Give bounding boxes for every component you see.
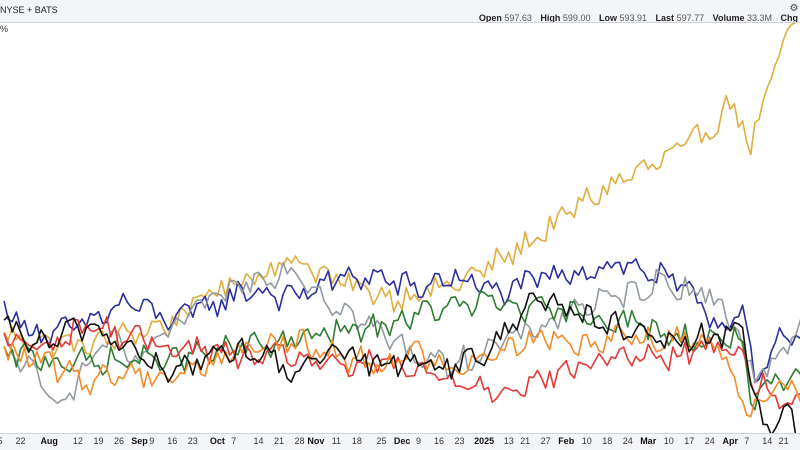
x-tick-label: Oct bbox=[210, 436, 225, 446]
x-tick-label: 13 bbox=[504, 436, 514, 446]
x-tick-label: 10 bbox=[582, 436, 592, 446]
x-tick-label: 14 bbox=[253, 436, 263, 446]
x-tick-label: 17 bbox=[684, 436, 694, 446]
high-value: 599.00 bbox=[562, 13, 591, 23]
x-tick-label: 10 bbox=[664, 436, 674, 446]
x-tick-label: 7 bbox=[744, 436, 749, 446]
series-line-1 bbox=[3, 23, 797, 358]
x-tick-label: 21 bbox=[520, 436, 530, 446]
high-label: High bbox=[540, 13, 561, 23]
x-tick-label: 2025 bbox=[474, 436, 494, 446]
x-tick-label: 12 bbox=[73, 436, 83, 446]
x-tick-label: 26 bbox=[114, 436, 124, 446]
open-label: Open bbox=[478, 13, 502, 23]
x-tick-label: 16 bbox=[167, 436, 177, 446]
x-tick-label: 23 bbox=[454, 436, 464, 446]
x-tick-label: Mar bbox=[640, 436, 657, 446]
series-line-5 bbox=[3, 316, 800, 410]
x-tick-label: 7 bbox=[231, 436, 236, 446]
exchange-label: NYSE + BATS bbox=[0, 5, 58, 15]
x-tick-label: 25 bbox=[376, 436, 386, 446]
x-tick-label: 5 bbox=[0, 436, 3, 446]
chg-label: Chg bbox=[780, 13, 799, 23]
x-tick-label: Nov bbox=[307, 436, 324, 446]
low-label: Low bbox=[598, 13, 617, 23]
gear-icon[interactable]: ⚙ bbox=[789, 3, 799, 14]
x-tick-label: 24 bbox=[623, 436, 633, 446]
x-tick-label: Dec bbox=[394, 436, 411, 446]
x-tick-label: 24 bbox=[705, 436, 715, 446]
x-tick-label: 18 bbox=[352, 436, 362, 446]
x-tick-label: 27 bbox=[541, 436, 551, 446]
series-line-4 bbox=[3, 290, 800, 411]
x-axis: 522Aug121926Sep91623Oct7142128Nov111825D… bbox=[0, 436, 789, 446]
chart-header: NYSE + BATS ⚙ Open 597.63 High 599.00 Lo… bbox=[0, 0, 800, 23]
y-unit-label: % bbox=[0, 24, 9, 34]
x-tick-label: 18 bbox=[602, 436, 612, 446]
x-tick-label: Feb bbox=[558, 436, 575, 446]
x-tick-label: 21 bbox=[274, 436, 284, 446]
x-tick-label: 22 bbox=[15, 436, 25, 446]
x-tick-label: 23 bbox=[188, 436, 198, 446]
x-tick-label: Aug bbox=[40, 436, 58, 446]
quote-summary: Open 597.63 High 599.00 Low 593.91 Last … bbox=[473, 13, 798, 23]
last-label: Last bbox=[655, 13, 675, 23]
x-tick-label: 21 bbox=[779, 436, 789, 446]
open-value: 597.63 bbox=[504, 13, 532, 23]
x-tick-label: Sep bbox=[131, 436, 148, 446]
performance-chart[interactable] bbox=[0, 23, 800, 433]
volume-value: 33.3M bbox=[746, 13, 772, 23]
last-value: 597.77 bbox=[676, 13, 705, 23]
x-tick-label: 19 bbox=[93, 436, 103, 446]
x-tick-label: 9 bbox=[416, 436, 421, 446]
low-value: 593.91 bbox=[619, 13, 648, 23]
series-line-2 bbox=[3, 258, 800, 384]
series-line-3 bbox=[3, 261, 800, 404]
series-line-7 bbox=[3, 292, 797, 433]
x-tick-label: 16 bbox=[434, 436, 444, 446]
x-tick-label: 14 bbox=[762, 436, 772, 446]
x-tick-label: 11 bbox=[332, 436, 341, 446]
plot-area[interactable] bbox=[0, 22, 800, 434]
x-tick-label: 28 bbox=[294, 436, 304, 446]
x-tick-label: 9 bbox=[149, 436, 154, 446]
series-line-6 bbox=[3, 324, 800, 418]
x-tick-label: Apr bbox=[723, 436, 739, 446]
volume-label: Volume bbox=[712, 13, 745, 23]
